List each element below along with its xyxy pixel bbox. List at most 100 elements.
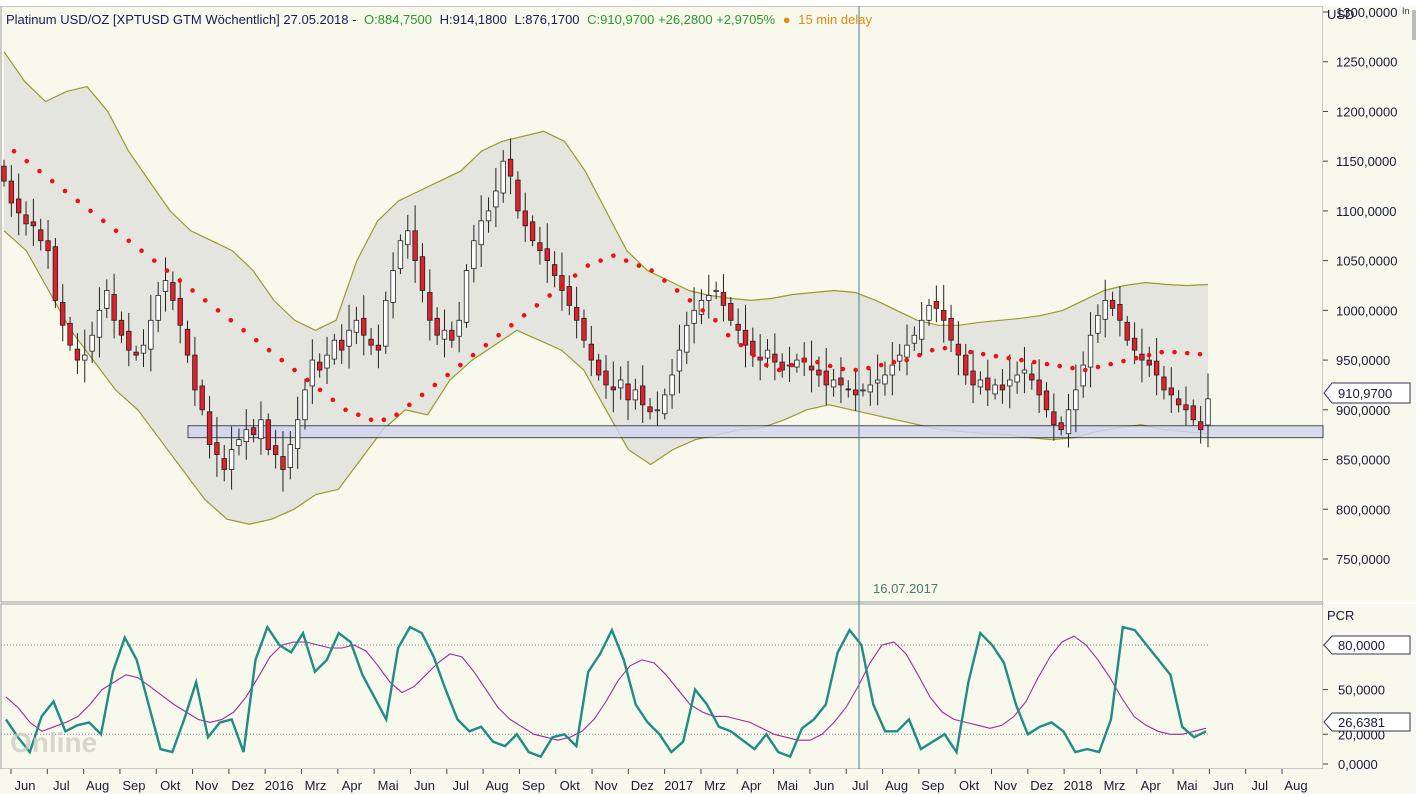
pcr-level-marker (1323, 635, 1411, 655)
time-axis-background (0, 769, 1416, 794)
price-tick-label: 1050,0000 (1336, 254, 1397, 269)
time-tick-label: Sep (122, 778, 145, 793)
candle (375, 324, 382, 369)
candle-body (911, 334, 918, 344)
candle (698, 289, 705, 325)
candle (522, 192, 528, 242)
sar-dot (407, 402, 412, 408)
candle (625, 360, 631, 421)
candle-body (662, 394, 668, 415)
time-tick-label: Aug (86, 778, 109, 793)
time-tick-label: Okt (560, 778, 581, 793)
price-tick-label: 1000,0000 (1336, 303, 1397, 318)
candle (192, 336, 198, 406)
sar-dot (1172, 349, 1177, 355)
candle-body (1036, 379, 1042, 396)
candle-body (896, 354, 903, 362)
candle (368, 328, 374, 355)
candle-body (485, 210, 492, 222)
candle (676, 324, 683, 394)
candle (405, 214, 411, 259)
candle-body (728, 303, 734, 321)
candle (419, 243, 426, 303)
candle (30, 198, 37, 247)
candle-body (361, 317, 367, 336)
candle-body (456, 319, 462, 337)
candle (595, 353, 602, 381)
sar-dot (483, 342, 489, 348)
candle (808, 340, 815, 393)
candle (845, 380, 851, 398)
candle (713, 281, 719, 300)
candle (830, 368, 837, 397)
candle (38, 218, 44, 251)
sar-dot (560, 283, 565, 288)
sar-dot (636, 263, 642, 268)
sar-dot (305, 377, 310, 383)
candle (735, 308, 741, 345)
delay-dot-icon: ● (783, 12, 791, 27)
candle (654, 391, 661, 426)
time-tick-label: Aug (486, 778, 509, 793)
candle (647, 398, 653, 420)
price-tick-label: 1150,0000 (1336, 154, 1397, 169)
candle-body (977, 379, 984, 388)
candle-body (794, 359, 800, 368)
sar-dot (37, 168, 42, 174)
candle-body (133, 351, 139, 356)
candle (904, 324, 910, 376)
candle-body (405, 230, 411, 246)
candle (1102, 279, 1108, 338)
candle-body (449, 329, 455, 341)
sar-dot (955, 347, 960, 353)
candle-body (368, 338, 374, 346)
candle (963, 343, 969, 385)
candle (889, 341, 895, 396)
sar-dot (394, 412, 399, 418)
time-tick-label: Jun (813, 778, 834, 793)
candle (911, 326, 918, 351)
candle (948, 304, 954, 353)
candle (309, 339, 316, 405)
sar-dot (432, 382, 438, 388)
time-tick-label: Nov (195, 778, 219, 793)
candle-body (588, 343, 594, 361)
candle (449, 321, 455, 348)
candle (1029, 362, 1035, 390)
parabolic-sar-series (11, 148, 1203, 423)
time-tick-label: Mai (1177, 778, 1198, 793)
candle-body (823, 370, 829, 386)
candle (566, 275, 572, 316)
candle-body (610, 386, 617, 391)
candle-body (1124, 321, 1130, 341)
candle-body (192, 354, 198, 391)
sar-dot (317, 387, 323, 393)
candle (353, 306, 360, 345)
candle (742, 304, 749, 368)
candle (339, 324, 345, 365)
candle (919, 302, 925, 356)
candle (118, 311, 125, 343)
candle (874, 354, 881, 406)
time-tick-label: Jun (1213, 778, 1234, 793)
candle-body (919, 319, 925, 340)
candle-body (882, 374, 888, 385)
header-title: Platinum USD/OZ [XPTUSD GTM Wöchentlich]… (6, 12, 356, 27)
candle (493, 167, 499, 228)
sar-dot (177, 278, 183, 283)
candle (317, 353, 323, 378)
candle-body (243, 429, 249, 443)
candle-body (118, 319, 125, 336)
sar-dot (993, 353, 999, 359)
vertical-scrollbar[interactable] (1412, 10, 1416, 40)
candle (720, 274, 727, 322)
candle-body (331, 339, 338, 360)
sar-dot (1095, 364, 1101, 370)
sar-dot (713, 318, 718, 323)
candle-body (170, 282, 176, 301)
candle (441, 309, 448, 358)
candle-body (779, 361, 785, 371)
candle-body (1029, 373, 1035, 381)
top-border (0, 0, 1416, 6)
candle (559, 252, 565, 311)
